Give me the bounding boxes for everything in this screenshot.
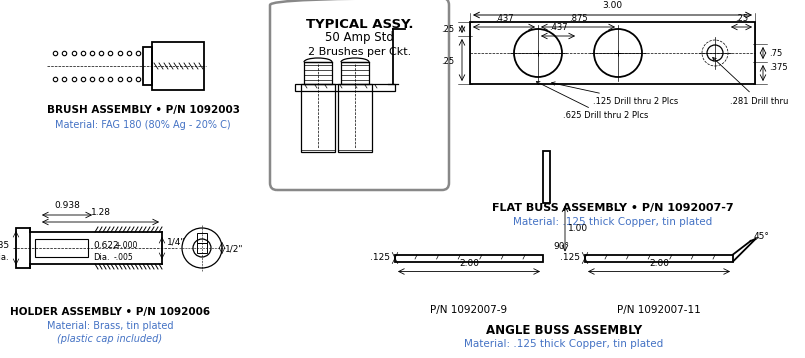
- Text: Material: FAG 180 (80% Ag - 20% C): Material: FAG 180 (80% Ag - 20% C): [56, 120, 231, 130]
- Text: .437: .437: [549, 23, 568, 32]
- Text: 1/4": 1/4": [167, 237, 185, 247]
- Text: .25: .25: [735, 14, 748, 23]
- Bar: [341, 62, 369, 84]
- Text: 3.00: 3.00: [602, 1, 622, 10]
- Text: 2.00: 2.00: [649, 258, 669, 267]
- Bar: [395, 255, 543, 261]
- Text: .75: .75: [769, 48, 782, 58]
- Text: 1.28: 1.28: [90, 208, 110, 217]
- Text: BRUSH ASSEMBLY • P/N 1092003: BRUSH ASSEMBLY • P/N 1092003: [47, 105, 240, 115]
- Bar: [197, 243, 207, 253]
- Text: ANGLE BUSS ASSEMBLY: ANGLE BUSS ASSEMBLY: [486, 324, 642, 337]
- Text: +.000: +.000: [114, 242, 138, 251]
- Bar: [543, 150, 550, 203]
- Bar: [338, 84, 372, 152]
- Text: .125 Drill thru 2 Plcs: .125 Drill thru 2 Plcs: [551, 82, 679, 106]
- Text: Dia.: Dia.: [0, 252, 9, 261]
- Text: 2 Brushes per Ckt.: 2 Brushes per Ckt.: [308, 47, 411, 57]
- Text: HOLDER ASSEMBLY • P/N 1092006: HOLDER ASSEMBLY • P/N 1092006: [10, 307, 210, 317]
- Text: .375: .375: [769, 63, 787, 73]
- Text: .281 Drill thru: .281 Drill thru: [712, 58, 788, 106]
- Bar: [304, 62, 332, 84]
- Text: .625 Drill thru 2 Plcs: .625 Drill thru 2 Plcs: [536, 82, 648, 121]
- Text: P/N 1092007-9: P/N 1092007-9: [431, 305, 508, 315]
- Text: 1/2": 1/2": [225, 245, 243, 253]
- Text: 90°: 90°: [553, 242, 569, 251]
- Bar: [295, 84, 395, 91]
- Text: .437: .437: [495, 14, 514, 23]
- Text: Dia.: Dia.: [93, 253, 109, 262]
- Bar: [35, 239, 88, 257]
- Bar: [143, 47, 152, 85]
- Text: Material: .125 thick Copper, tin plated: Material: .125 thick Copper, tin plated: [464, 339, 663, 349]
- Text: (plastic cap included): (plastic cap included): [57, 334, 163, 344]
- Text: 45°: 45°: [753, 232, 770, 241]
- Text: .25: .25: [441, 24, 454, 34]
- Text: 1.00: 1.00: [568, 224, 588, 233]
- Text: .875: .875: [568, 14, 588, 23]
- Text: Material: Brass, tin plated: Material: Brass, tin plated: [47, 321, 173, 331]
- Bar: [301, 84, 335, 152]
- Bar: [470, 22, 755, 84]
- Bar: [585, 255, 733, 261]
- Bar: [16, 228, 30, 268]
- Text: .125: .125: [370, 253, 390, 262]
- Text: 2.00: 2.00: [459, 258, 479, 267]
- Text: 50 Amp Std: 50 Amp Std: [325, 32, 394, 44]
- Text: TYPICAL ASSY.: TYPICAL ASSY.: [306, 18, 413, 30]
- Text: 0.622: 0.622: [93, 242, 118, 251]
- Text: -.005: -.005: [114, 253, 134, 262]
- Text: 0.85: 0.85: [0, 241, 9, 250]
- Text: Material: .125 thick Copper, tin plated: Material: .125 thick Copper, tin plated: [513, 217, 712, 227]
- Bar: [197, 233, 207, 243]
- Text: FLAT BUSS ASSEMBLY • P/N 1092007-7: FLAT BUSS ASSEMBLY • P/N 1092007-7: [492, 203, 733, 213]
- Text: P/N 1092007-11: P/N 1092007-11: [617, 305, 701, 315]
- Text: 0.938: 0.938: [54, 201, 80, 210]
- Text: .125: .125: [560, 253, 580, 262]
- Bar: [152, 42, 204, 90]
- Text: .25: .25: [441, 57, 454, 66]
